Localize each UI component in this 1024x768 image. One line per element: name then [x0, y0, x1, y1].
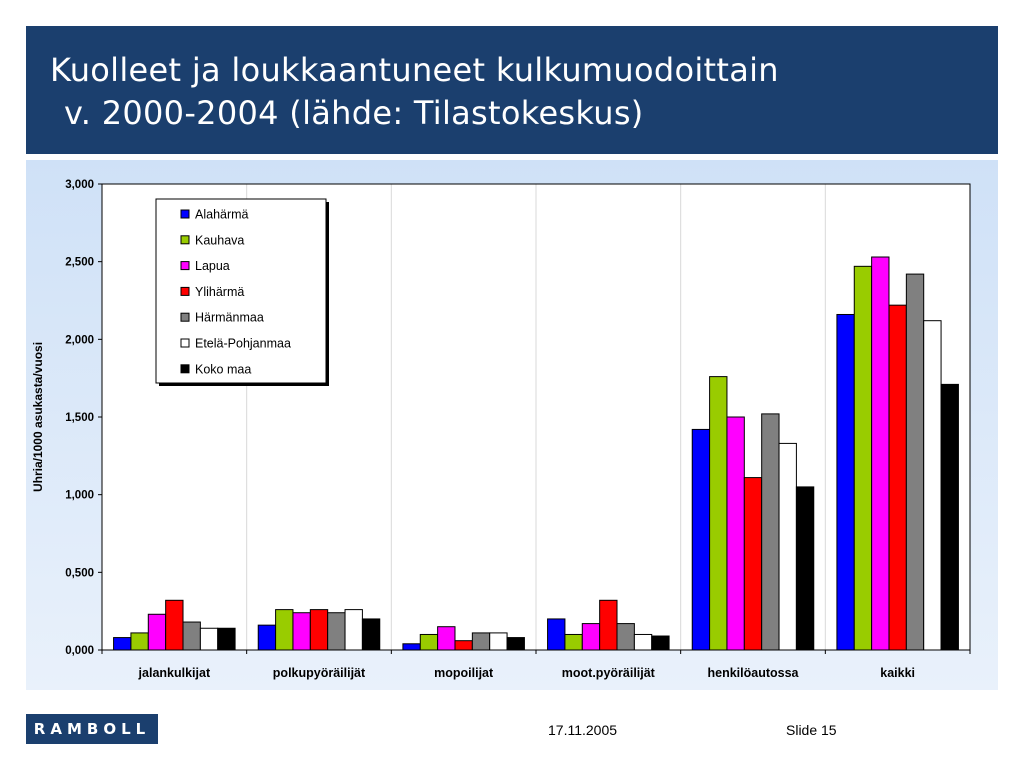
- bar-mopoilijat-Alahärmä: [402, 643, 421, 651]
- bar-moot.pyöräilijät-Etelä-Pohjanmaa: [633, 633, 653, 651]
- footer-date: 17.11.2005: [548, 722, 618, 738]
- y-tick-label: 3,000: [65, 179, 94, 191]
- bar-henkilöautossa-Koko maa: [795, 486, 815, 651]
- title-band: Kuolleet ja loukkaantuneet kulkumuodoitt…: [26, 26, 998, 154]
- legend-swatch-Härmänmaa: [180, 312, 190, 322]
- logo-text: RAMBOLL: [33, 720, 151, 738]
- bar-jalankulkijat-Lapua: [147, 613, 167, 651]
- bar-chart: 0,000 0,500 1,000 1,500 2,000 2,500 3,000 jalan…: [31, 179, 971, 680]
- y-tick-label: 1,000: [65, 490, 94, 502]
- bar-henkilöautossa-Etelä-Pohjanmaa: [778, 442, 797, 651]
- x-category-label: kaikki: [880, 666, 915, 680]
- bar-mopoilijat-Koko maa: [506, 637, 525, 651]
- bar-kaikki-Etelä-Pohjanmaa: [923, 320, 942, 651]
- legend-label: Alahärmä: [195, 208, 249, 222]
- legend-label: Lapua: [195, 259, 230, 273]
- y-tick-label: 2,500: [65, 257, 94, 269]
- bar-kaikki-Koko maa: [940, 383, 959, 651]
- ramboll-logo: RAMBOLL: [26, 714, 158, 744]
- bar-henkilöautossa-Härmänmaa: [761, 413, 780, 651]
- bar-polkupyöräilijät-Härmänmaa: [327, 612, 346, 651]
- bar-kaikki-Härmänmaa: [905, 273, 925, 651]
- bar-moot.pyöräilijät-Koko maa: [651, 635, 670, 651]
- x-category-label: jalankulkijat: [138, 666, 211, 680]
- bar-polkupyöräilijät-Alahärmä: [257, 624, 277, 651]
- bar-jalankulkijat-Etelä-Pohjanmaa: [199, 627, 219, 651]
- slide-number: Slide 15: [786, 722, 837, 738]
- bar-moot.pyöräilijät-Ylihärmä: [599, 599, 618, 651]
- y-tick-label: 0,500: [65, 567, 94, 579]
- legend-label: Kauhava: [195, 233, 244, 247]
- bar-kaikki-Alahärmä: [836, 313, 855, 651]
- legend-swatch-Ylihärmä: [180, 286, 190, 296]
- bar-mopoilijat-Ylihärmä: [454, 640, 473, 651]
- bar-polkupyöräilijät-Etelä-Pohjanmaa: [344, 609, 363, 651]
- bar-mopoilijat-Härmänmaa: [471, 632, 491, 651]
- bar-moot.pyöräilijät-Kauhava: [564, 633, 583, 651]
- bar-polkupyöräilijät-Kauhava: [275, 609, 294, 651]
- bar-polkupyöräilijät-Koko maa: [361, 618, 381, 651]
- bar-jalankulkijat-Alahärmä: [113, 637, 132, 651]
- bar-jalankulkijat-Koko maa: [217, 627, 236, 651]
- y-tick-label: 1,500: [65, 412, 94, 424]
- legend-label: Etelä-Pohjanmaa: [195, 337, 291, 351]
- x-category-label: polkupyöräilijät: [273, 666, 366, 680]
- bar-henkilöautossa-Ylihärmä: [743, 477, 763, 651]
- bar-mopoilijat-Kauhava: [419, 633, 439, 651]
- bar-henkilöautossa-Alahärmä: [691, 428, 711, 651]
- bar-jalankulkijat-Ylihärmä: [165, 599, 184, 651]
- legend-label: Koko maa: [195, 362, 251, 376]
- y-tick-label: 0,000: [65, 645, 94, 657]
- bar-polkupyöräilijät-Lapua: [292, 612, 311, 651]
- bar-moot.pyöräilijät-Alahärmä: [547, 618, 566, 651]
- slide-title-line-1: Kuolleet ja loukkaantuneet kulkumuodoitt…: [50, 51, 779, 89]
- plot-frame: [101, 183, 971, 651]
- bar-kaikki-Ylihärmä: [888, 304, 907, 651]
- bar-mopoilijat-Lapua: [437, 626, 456, 651]
- legend-swatch-Etelä-Pohjanmaa: [180, 338, 190, 348]
- legend-swatch-Koko maa: [180, 364, 190, 374]
- bar-moot.pyöräilijät-Lapua: [581, 623, 601, 651]
- bar-jalankulkijat-Kauhava: [130, 632, 149, 651]
- chart-panel: 0,000 0,500 1,000 1,500 2,000 2,500 3,000 jalan…: [26, 160, 998, 690]
- bar-moot.pyöräilijät-Härmänmaa: [616, 623, 635, 651]
- legend-swatch-Lapua: [180, 261, 190, 271]
- x-category-label: mopoilijat: [434, 666, 494, 680]
- x-category-label: henkilöautossa: [708, 666, 800, 680]
- bar-kaikki-Kauhava: [853, 265, 873, 651]
- legend-label: Ylihärmä: [195, 285, 244, 299]
- slide-title-line-2: v. 2000-2004 (lähde: Tilastokeskus): [64, 94, 644, 132]
- x-category-label: moot.pyöräilijät: [562, 666, 656, 680]
- bar-henkilöautossa-Lapua: [726, 416, 745, 651]
- y-axis-title: Uhria/1000 asukasta/vuosi: [31, 342, 45, 492]
- bar-henkilöautossa-Kauhava: [709, 376, 728, 651]
- y-tick-label: 2,000: [65, 334, 94, 346]
- bar-jalankulkijat-Härmänmaa: [182, 621, 201, 651]
- bar-polkupyöräilijät-Ylihärmä: [309, 609, 329, 651]
- bar-mopoilijat-Etelä-Pohjanmaa: [489, 632, 508, 651]
- legend-swatch-Alahärmä: [180, 209, 190, 219]
- legend-swatch-Kauhava: [180, 235, 190, 245]
- bar-kaikki-Lapua: [871, 256, 890, 651]
- legend-label: Härmänmaa: [195, 311, 264, 325]
